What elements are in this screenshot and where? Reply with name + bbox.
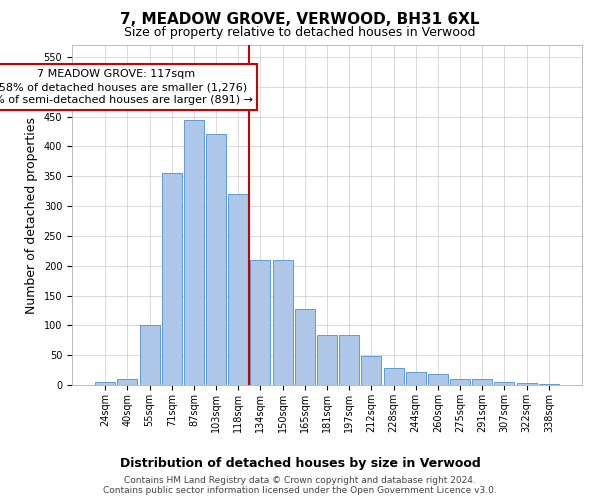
Bar [383,368,404,385]
Text: Distribution of detached houses by size in Verwood: Distribution of detached houses by size … [119,458,481,470]
Bar [539,384,559,385]
Bar [228,194,248,385]
Bar [339,336,359,385]
Text: Size of property relative to detached houses in Verwood: Size of property relative to detached ho… [124,26,476,39]
Bar [162,173,182,385]
Bar [272,260,293,385]
Bar [206,134,226,385]
Bar [184,120,204,385]
Bar [250,260,271,385]
Bar [472,379,492,385]
Bar [118,379,137,385]
Bar [450,379,470,385]
Bar [494,382,514,385]
Text: 7, MEADOW GROVE, VERWOOD, BH31 6XL: 7, MEADOW GROVE, VERWOOD, BH31 6XL [120,12,480,28]
Bar [295,309,315,385]
Bar [361,356,382,385]
Y-axis label: Number of detached properties: Number of detached properties [25,116,38,314]
Bar [406,372,426,385]
Bar [317,336,337,385]
Bar [140,326,160,385]
Bar [95,382,115,385]
Text: 7 MEADOW GROVE: 117sqm
← 58% of detached houses are smaller (1,276)
41% of semi-: 7 MEADOW GROVE: 117sqm ← 58% of detached… [0,69,253,106]
Bar [517,383,536,385]
Bar [428,374,448,385]
Text: Contains HM Land Registry data © Crown copyright and database right 2024.
Contai: Contains HM Land Registry data © Crown c… [103,476,497,495]
